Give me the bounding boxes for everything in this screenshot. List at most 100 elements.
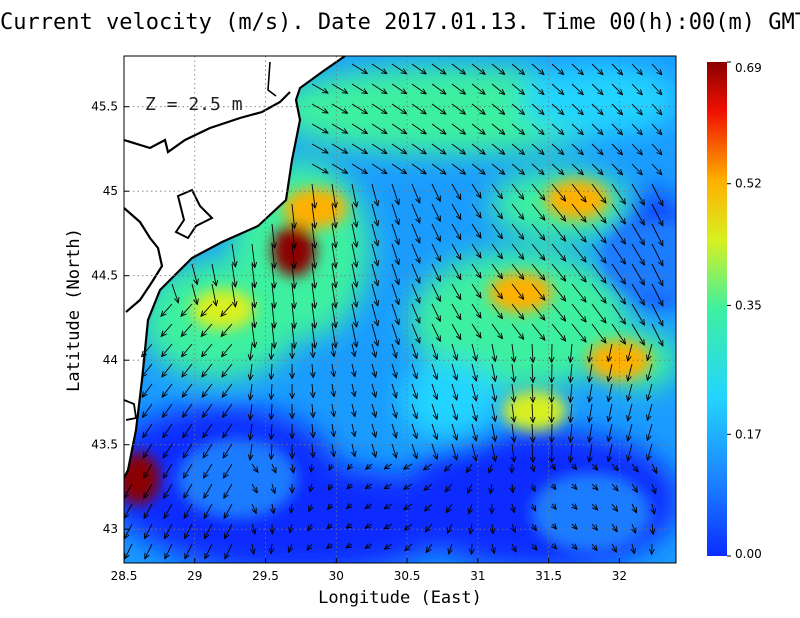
velocity-arrow-360 — [628, 383, 633, 401]
velocity-arrow-471 — [224, 483, 233, 498]
velocity-arrow-26 — [511, 83, 524, 94]
velocity-arrow-296 — [391, 343, 396, 358]
x-tick-label-0: 28.5 — [111, 569, 138, 583]
velocity-arrow-530 — [327, 524, 332, 529]
velocity-arrow-509 — [446, 503, 453, 512]
velocity-arrow-463 — [611, 463, 618, 470]
velocity-arrow-507 — [404, 503, 413, 509]
velocity-arrow-570 — [592, 543, 597, 550]
velocity-arrow-269 — [371, 323, 378, 346]
velocity-arrow-53 — [331, 123, 347, 133]
velocity-arrow-322 — [391, 363, 396, 378]
velocity-arrow-514 — [552, 504, 556, 509]
velocity-arrow-14 — [631, 63, 642, 75]
velocity-arrow-386 — [628, 403, 633, 421]
velocity-arrow-244 — [371, 303, 378, 326]
velocity-arrow-180 — [571, 243, 586, 262]
velocity-arrow-476 — [329, 483, 332, 490]
velocity-arrow-301 — [492, 343, 495, 361]
velocity-arrow-367 — [250, 403, 252, 420]
velocity-arrow-143 — [272, 223, 275, 248]
velocity-arrow-571 — [612, 543, 616, 552]
velocity-arrow-381 — [532, 403, 533, 422]
border-line — [124, 91, 291, 154]
velocity-arrow-13 — [611, 63, 622, 75]
velocity-arrow-247 — [431, 303, 440, 321]
velocity-arrow-306 — [589, 343, 592, 362]
velocity-arrow-15 — [651, 63, 662, 75]
velocity-arrow-543 — [591, 523, 597, 530]
velocity-arrow-164 — [252, 243, 255, 267]
velocity-arrow-354 — [512, 383, 514, 402]
velocity-arrow-154 — [491, 223, 502, 238]
velocity-arrow-539 — [512, 523, 515, 532]
velocity-arrow-419 — [250, 443, 252, 460]
velocity-arrow-352 — [471, 383, 476, 400]
velocity-arrow-308 — [628, 343, 633, 361]
velocity-arrow-288 — [222, 343, 233, 356]
velocity-arrow-555 — [289, 543, 292, 552]
velocity-arrow-249 — [471, 303, 481, 318]
velocity-arrow-502 — [309, 503, 312, 511]
velocity-arrow-165 — [272, 243, 275, 268]
velocity-arrow-67 — [611, 123, 622, 135]
velocity-arrow-56 — [391, 123, 406, 134]
velocity-arrow-47 — [571, 103, 583, 114]
velocity-arrow-149 — [391, 223, 399, 244]
velocity-arrow-195 — [391, 263, 399, 284]
gridlines — [123, 56, 676, 563]
velocity-arrow-98 — [511, 163, 524, 174]
velocity-arrow-440 — [144, 463, 153, 478]
velocity-arrow-379 — [492, 403, 495, 421]
velocity-arrow-246 — [411, 303, 420, 323]
low-speed-region-2 — [601, 218, 676, 299]
velocity-arrow-365 — [203, 403, 213, 417]
velocity-arrow-265 — [292, 323, 295, 348]
velocity-arrow-553 — [252, 543, 254, 554]
velocity-arrow-520 — [125, 523, 133, 538]
lake-outline — [174, 188, 214, 240]
velocity-arrow-376 — [431, 403, 437, 419]
velocity-arrow-136 — [531, 203, 545, 220]
velocity-arrow-305 — [570, 343, 572, 362]
coastline — [124, 56, 346, 479]
velocity-arrow-338 — [182, 383, 193, 397]
velocity-arrow-568 — [552, 544, 556, 549]
velocity-arrow-43 — [491, 103, 504, 114]
velocity-arrow-41 — [451, 103, 465, 114]
velocity-arrow-332 — [589, 363, 592, 382]
velocity-arrow-260 — [182, 323, 193, 336]
velocity-arrow-274 — [471, 323, 481, 338]
velocity-arrow-394 — [271, 423, 272, 439]
velocity-arrow-426 — [391, 443, 396, 458]
velocity-arrow-501 — [291, 503, 292, 513]
velocity-arrow-459 — [532, 463, 534, 471]
y-tick-label-4: 45 — [103, 184, 118, 198]
velocity-arrow-506 — [385, 504, 393, 509]
velocity-arrow-505 — [366, 504, 373, 508]
velocity-arrow-85 — [611, 143, 622, 155]
velocity-arrow-178 — [531, 243, 545, 260]
velocity-arrow-398 — [352, 423, 355, 436]
velocity-arrow-80 — [511, 143, 524, 154]
velocity-arrow-412 — [628, 423, 633, 441]
velocity-arrow-217 — [331, 283, 336, 307]
velocity-arrow-498 — [224, 503, 233, 518]
velocity-arrow-12 — [591, 63, 603, 74]
velocity-arrow-377 — [451, 403, 457, 420]
velocity-arrow-335 — [648, 363, 653, 380]
velocity-arrow-430 — [471, 443, 476, 460]
velocity-arrow-232 — [631, 283, 644, 305]
velocity-arrow-193 — [351, 263, 357, 287]
velocity-arrow-159 — [591, 223, 606, 243]
velocity-arrow-233 — [651, 283, 663, 306]
velocity-arrow-472 — [251, 483, 257, 493]
velocity-arrow-151 — [431, 223, 440, 241]
velocity-arrow-157 — [551, 223, 565, 241]
velocity-arrow-371 — [332, 403, 334, 416]
velocity-arrow-111 — [411, 183, 420, 203]
velocity-arrow-152 — [451, 223, 461, 239]
velocity-arrow-220 — [391, 283, 399, 304]
velocity-arrow-46 — [551, 103, 563, 114]
velocity-arrow-37 — [371, 103, 387, 113]
